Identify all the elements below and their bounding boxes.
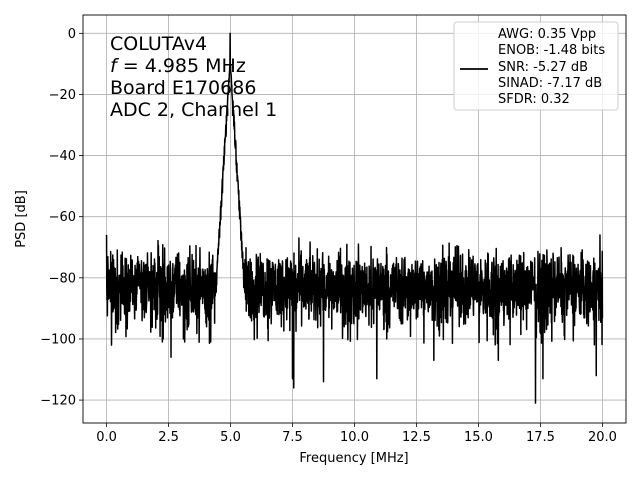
y-tick-label: −100: [40, 332, 76, 347]
legend-entry-enob: ENOB: -1.48 bits: [498, 43, 605, 58]
y-tick-label: −40: [49, 149, 76, 164]
y-axis-label: PSD [dB]: [14, 190, 29, 248]
legend-entry-sfdr: SFDR: 0.32: [498, 92, 570, 107]
x-tick-label: 17.5: [526, 430, 555, 445]
y-tick-label: −20: [49, 88, 76, 103]
x-tick-label: 12.5: [402, 430, 431, 445]
legend-entry-awg: AWG: 0.35 Vpp: [498, 27, 596, 42]
legend-box: [453, 21, 619, 111]
annotation-line-board: Board E170686: [110, 77, 256, 99]
x-tick-label: 0.0: [96, 430, 117, 445]
y-tick-label: 0: [68, 27, 76, 42]
y-tick-label: −80: [49, 271, 76, 286]
x-tick-label: 7.5: [282, 430, 303, 445]
series-spectrum: [105, 32, 604, 404]
x-ticks: 0.0 2.5 5.0 7.5 10.0 12.5 15.0 17.5 20.0: [96, 423, 617, 445]
y-ticks: 0 −20 −40 −60 −80 −100 −120: [40, 27, 83, 409]
y-tick-label: −120: [40, 394, 76, 409]
x-tick-label: 10.0: [340, 430, 369, 445]
annotation-line-channel: ADC 2, Channel 1: [110, 99, 277, 121]
annotation-text: COLUTAv4 f = 4.985 MHz Board E170686 ADC…: [110, 33, 277, 121]
annotation-frequency-value: = 4.985 MHz: [117, 55, 246, 77]
x-axis-label: Frequency [MHz]: [299, 451, 408, 466]
legend-entry-sinad: SINAD: -7.17 dB: [498, 76, 602, 91]
x-tick-label: 5.0: [220, 430, 241, 445]
legend-entry-snr: SNR: -5.27 dB: [498, 60, 588, 75]
legend: AWG: 0.35 Vpp ENOB: -1.48 bits SNR: -5.2…: [453, 21, 619, 111]
x-tick-label: 2.5: [158, 430, 179, 445]
annotation-line-device: COLUTAv4: [110, 33, 207, 55]
series-line: [105, 32, 604, 404]
annotation-frequency-symbol: f: [110, 55, 120, 77]
x-tick-label: 15.0: [464, 430, 493, 445]
y-tick-label: −60: [49, 210, 76, 225]
x-tick-label: 20.0: [588, 430, 617, 445]
annotation-line-frequency: f = 4.985 MHz: [110, 55, 246, 77]
